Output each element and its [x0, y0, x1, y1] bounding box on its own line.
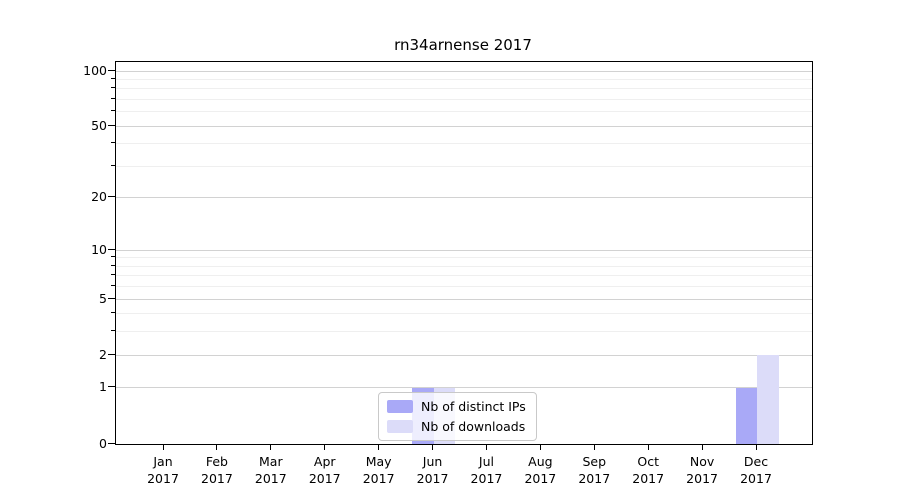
y-tick-label-1: 1: [99, 379, 107, 395]
gridline-minor-9: [116, 257, 812, 259]
gridline-minor-4: [116, 313, 812, 315]
y-tick-label-20: 20: [91, 189, 107, 205]
legend: Nb of distinct IPs Nb of downloads: [378, 392, 537, 441]
x-tick-nov: [701, 444, 703, 450]
x-tick-label-feb: Feb 2017: [201, 454, 233, 486]
gridline-major-2: [116, 354, 812, 356]
x-tick-label-may: May 2017: [362, 454, 395, 486]
y-minortick-7: [111, 274, 115, 276]
gridline-major-5: [116, 298, 812, 300]
y-tick-20: [108, 196, 115, 198]
x-tick-apr: [324, 444, 326, 450]
x-tick-label-jul: Jul 2017: [470, 454, 503, 486]
x-tick-may: [378, 444, 380, 450]
legend-item-downloads: Nb of downloads: [387, 418, 526, 435]
x-tick-label-apr: Apr 2017: [308, 454, 341, 486]
y-minortick-6: [111, 285, 115, 287]
gridline-minor-80: [116, 88, 812, 90]
gridline-major-10: [116, 249, 812, 251]
y-tick-10: [108, 248, 115, 250]
y-tick-label-10: 10: [91, 241, 107, 257]
y-minortick-80: [111, 87, 115, 89]
gridline-minor-6: [116, 286, 812, 288]
y-tick-50: [108, 124, 115, 126]
y-tick-label-0: 0: [99, 435, 107, 451]
gridline-major-100: [116, 70, 812, 72]
x-tick-label-nov: Nov 2017: [686, 454, 718, 486]
x-tick-jun: [432, 444, 434, 450]
x-tick-aug: [539, 444, 541, 450]
x-tick-mar: [270, 444, 272, 450]
y-minortick-4: [111, 312, 115, 314]
x-tick-label-mar: Mar 2017: [254, 454, 287, 486]
x-tick-dec: [755, 444, 757, 450]
gridline-minor-7: [116, 275, 812, 277]
x-tick-label-dec: Dec 2017: [740, 454, 772, 486]
gridline-major-50: [116, 125, 812, 127]
y-tick-0: [108, 442, 115, 444]
y-minortick-60: [111, 110, 115, 112]
x-tick-label-aug: Aug 2017: [524, 454, 557, 486]
y-minortick-9: [111, 256, 115, 258]
x-tick-sep: [593, 444, 595, 450]
x-tick-label-jun: Jun 2017: [416, 454, 449, 486]
legend-item-distinct-ips: Nb of distinct IPs: [387, 398, 526, 415]
y-tick-label-50: 50: [91, 117, 107, 133]
bar-distinct-ips-dec: [735, 387, 757, 444]
y-tick-label-5: 5: [99, 290, 107, 306]
gridline-minor-3: [116, 331, 812, 333]
x-tick-feb: [216, 444, 218, 450]
y-tick-label-100: 100: [83, 62, 107, 78]
y-minortick-40: [111, 142, 115, 144]
chart-title: rn34arnense 2017: [394, 36, 532, 54]
legend-label-downloads: Nb of downloads: [421, 419, 526, 434]
x-tick-label-sep: Sep 2017: [578, 454, 611, 486]
y-tick-100: [108, 69, 115, 71]
x-tick-jan: [162, 444, 164, 450]
gridline-minor-30: [116, 166, 812, 167]
gridline-major-1: [116, 387, 812, 389]
y-minortick-70: [111, 98, 115, 100]
legend-label-distinct-ips: Nb of distinct IPs: [421, 399, 526, 414]
y-tick-label-2: 2: [99, 346, 107, 362]
plot-area: Nb of distinct IPs Nb of downloads: [115, 61, 813, 445]
y-tick-5: [108, 297, 115, 299]
legend-swatch-downloads: [387, 420, 413, 433]
gridline-major-20: [116, 197, 812, 199]
x-tick-label-oct: Oct 2017: [632, 454, 665, 486]
gridline-minor-70: [116, 99, 812, 101]
gridline-minor-60: [116, 111, 812, 113]
y-minortick-8: [111, 264, 115, 266]
gridline-minor-40: [116, 143, 812, 145]
gridline-minor-8: [116, 265, 812, 267]
x-tick-oct: [647, 444, 649, 450]
y-minortick-3: [111, 330, 115, 332]
x-tick-jul: [485, 444, 487, 450]
y-minortick-30: [111, 165, 115, 166]
y-tick-1: [108, 386, 115, 388]
bar-downloads-dec: [757, 355, 779, 444]
y-tick-2: [108, 353, 115, 355]
legend-swatch-distinct-ips: [387, 400, 413, 413]
x-tick-label-jan: Jan 2017: [147, 454, 179, 486]
gridline-minor-90: [116, 78, 812, 80]
y-minortick-90: [111, 77, 115, 79]
